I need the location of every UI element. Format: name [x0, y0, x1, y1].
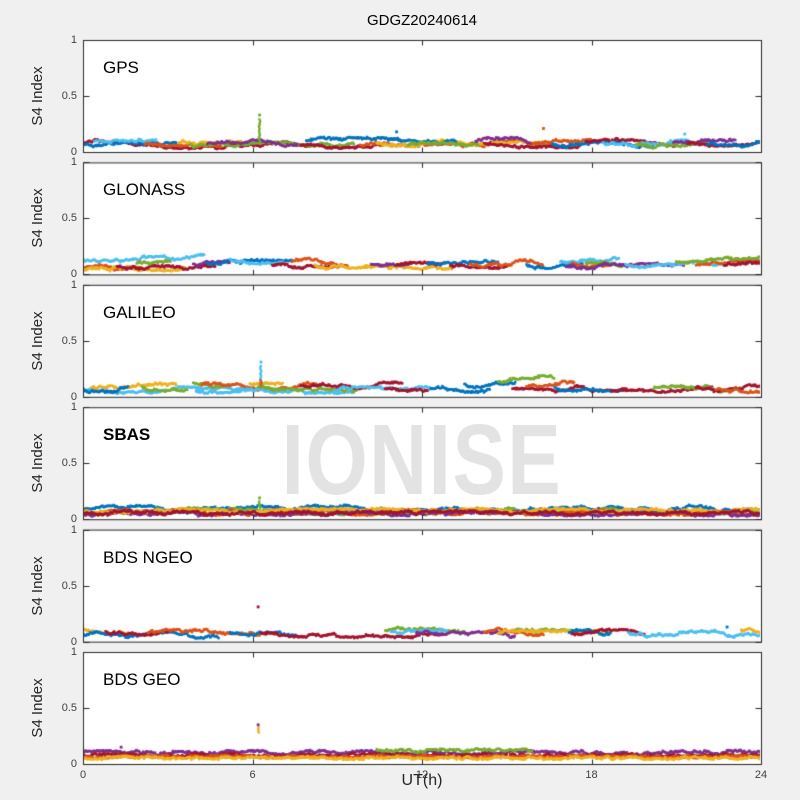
panel-label-bds-geo: BDS GEO	[103, 670, 181, 689]
chart-title: GDGZ20240614	[366, 12, 478, 29]
x-tick-label: 0	[79, 769, 87, 781]
x-tick-label: 12	[415, 769, 429, 781]
y-tick-label: 1	[70, 156, 77, 169]
y-tick-label: 1	[70, 34, 77, 46]
y-tick-label: 1	[70, 646, 77, 658]
panel-label-bds-ngeo: BDS NGEO	[103, 547, 193, 567]
x-axis-label: UT(h)	[401, 772, 443, 789]
y-tick-label: 1	[70, 278, 77, 291]
y-tick-label: 0.5	[61, 579, 77, 592]
panel-label-gps: GPS	[103, 58, 139, 77]
y-tick-label: 1	[70, 401, 77, 414]
y-tick-label: 0	[70, 268, 77, 281]
y-tick-label: 0	[70, 513, 77, 526]
x-tick-label: 24	[754, 769, 768, 781]
y-tick-label: 0.5	[61, 702, 77, 714]
y-tick-label: 0	[70, 635, 77, 648]
x-tick-label: 18	[585, 769, 598, 781]
panel-label-sbas: SBAS	[103, 425, 151, 445]
y-tick-label: 1	[70, 523, 77, 536]
y-tick-label: 0.5	[61, 334, 77, 347]
y-tick-label: 0	[70, 146, 77, 158]
panel-label-galileo: GALILEO	[103, 302, 176, 322]
x-tick-label: 6	[249, 769, 256, 781]
y-tick-label: 0.5	[61, 90, 77, 102]
y-tick-label: 0.5	[61, 212, 77, 225]
y-tick-label: 0.5	[61, 457, 77, 470]
y-tick-label: 0	[70, 758, 77, 770]
panel-label-glonass: GLONASS	[103, 180, 186, 200]
y-tick-label: 0	[70, 390, 77, 403]
